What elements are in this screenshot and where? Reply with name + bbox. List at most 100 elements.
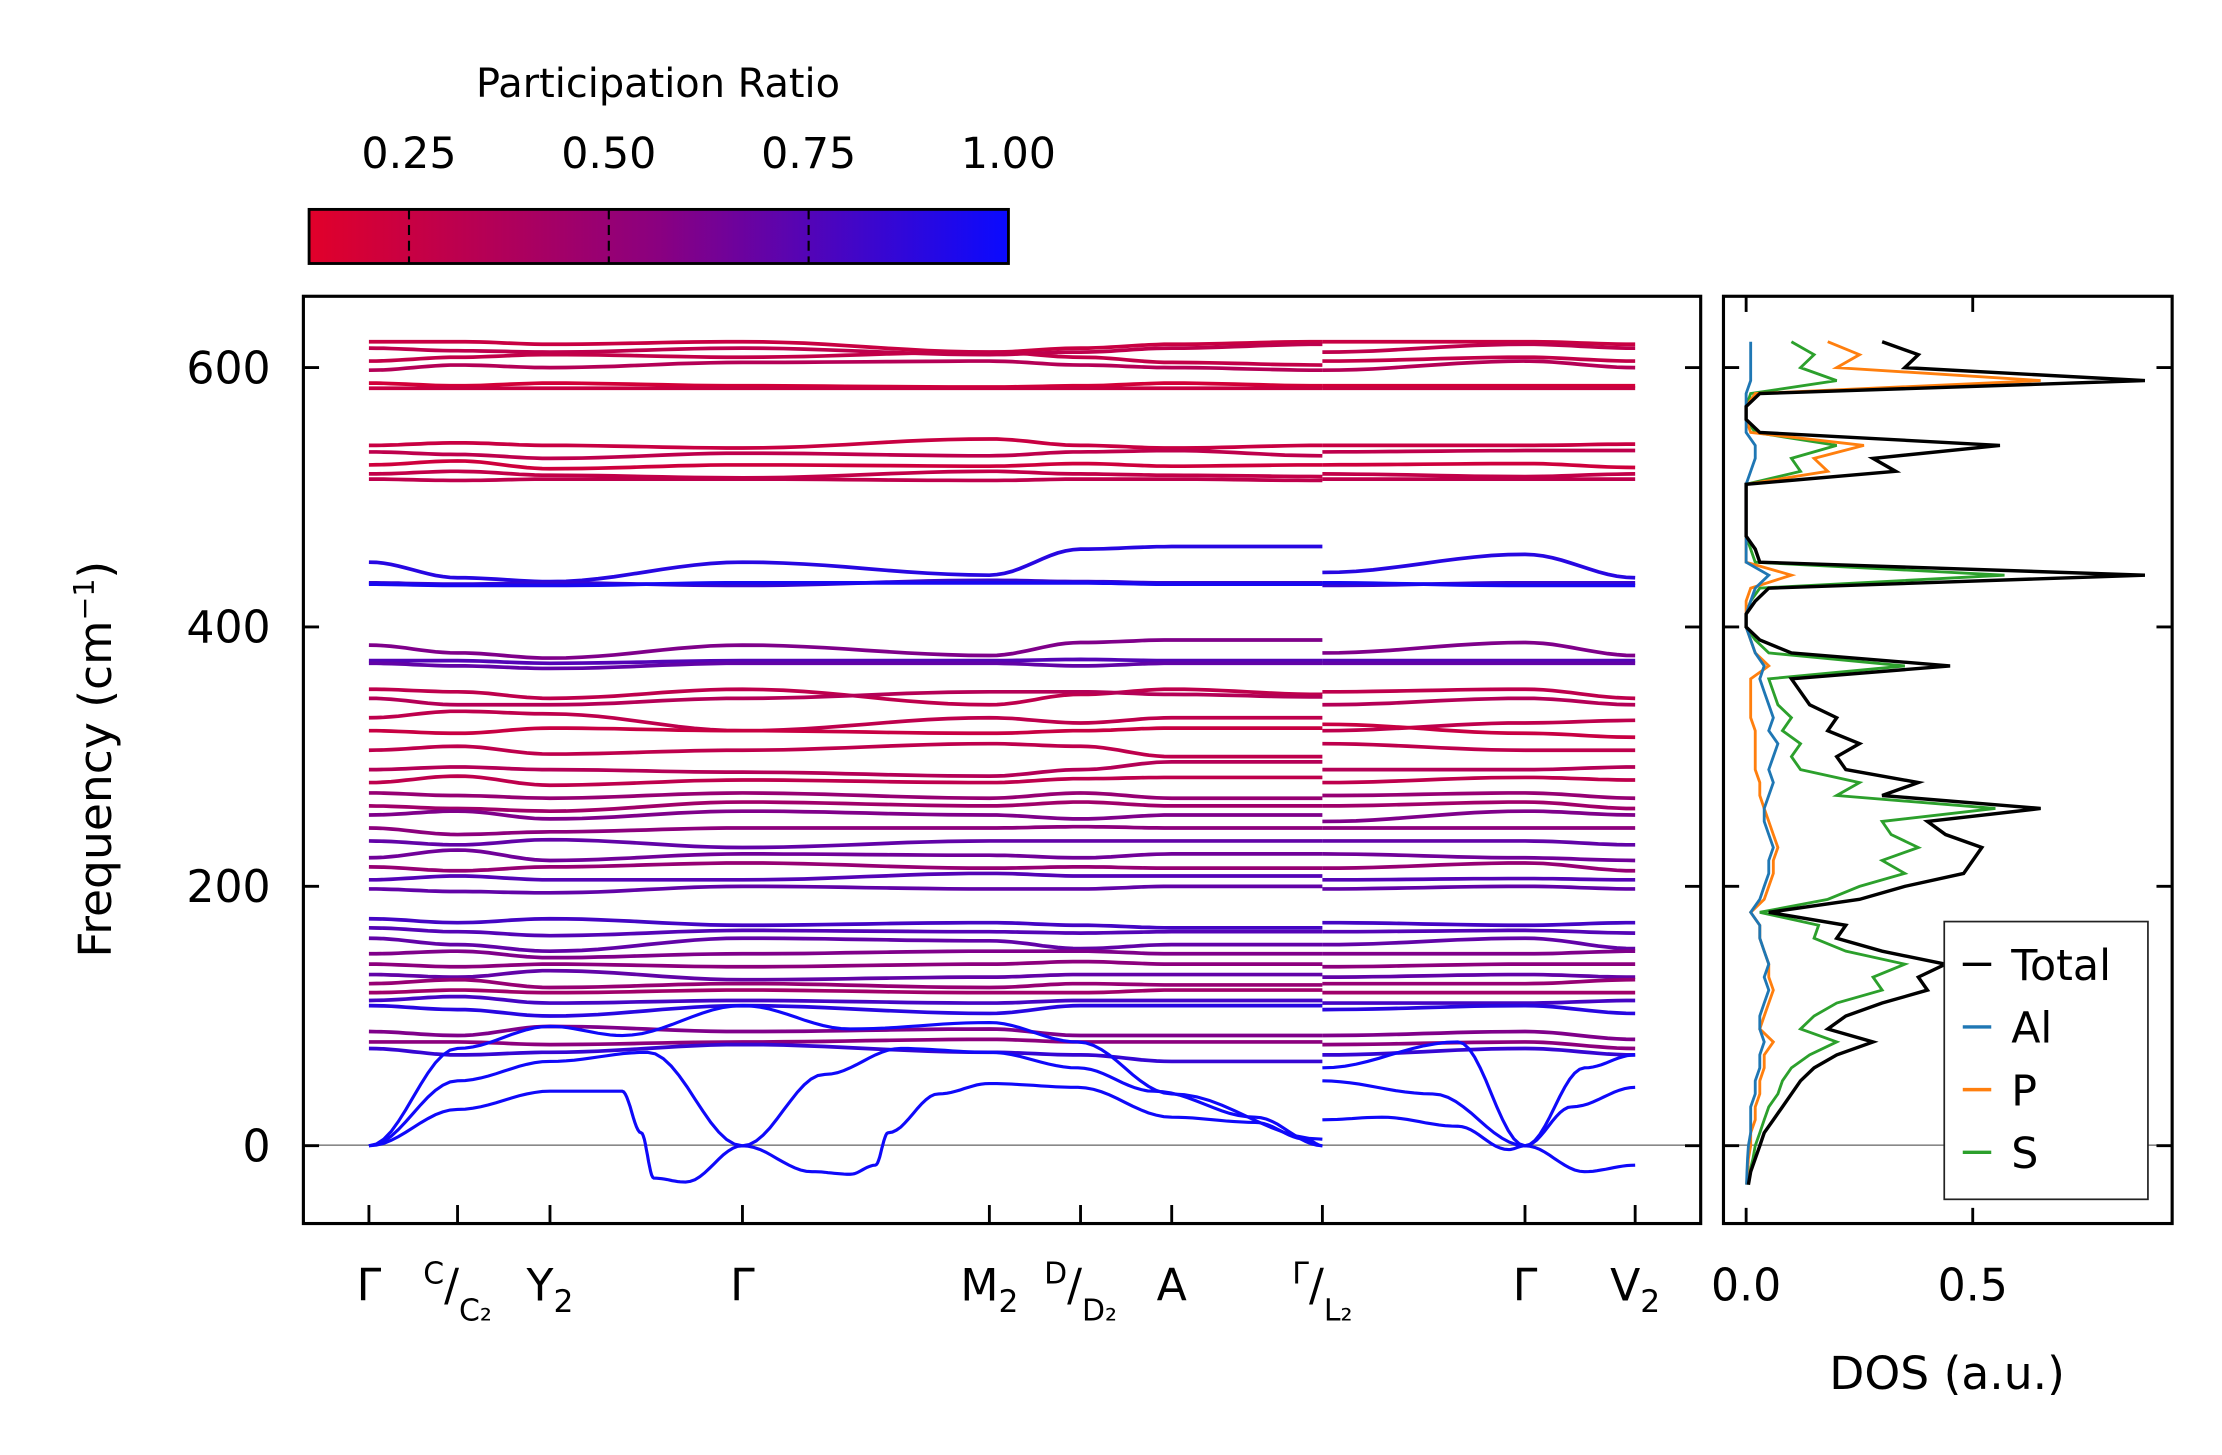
y-tick-label: 200 [186, 862, 270, 913]
colorbar: Participation Ratio 0.25 0.50 0.75 1.00 [307, 61, 1056, 265]
x-tick-label-main: Γ [1513, 1260, 1538, 1311]
phonon-band [368, 791, 1323, 801]
phonon-band [368, 809, 1323, 821]
dos-curves [1744, 340, 2146, 1185]
acoustic-band [1322, 1040, 1636, 1148]
legend-label-p: P [2011, 1066, 2037, 1116]
phonon-band [1322, 1046, 1636, 1057]
phonon-band [1322, 448, 1636, 454]
phonon-band [368, 342, 1323, 357]
phonon-band [368, 381, 1323, 389]
phonon-band [1322, 936, 1636, 951]
phonon-band [1322, 962, 1636, 969]
phonon-band [1322, 442, 1636, 448]
y-axis-label-close: ) [69, 561, 122, 579]
x-tick-label-slash: / [1067, 1260, 1082, 1311]
phonon-band [368, 1042, 1323, 1064]
x-tick-label: V2 [1610, 1260, 1660, 1319]
x-tick-label: C/C₂ [423, 1256, 492, 1328]
phonon-band [368, 581, 1323, 588]
phonon-band [368, 544, 1323, 584]
phonon-band [1322, 696, 1636, 707]
phonon-band [368, 709, 1323, 733]
dos-curve-al [1744, 341, 1780, 1185]
x-tick-label-main: Γ [730, 1260, 755, 1311]
phonon-band [1322, 687, 1636, 701]
acoustic-band [1322, 1079, 1636, 1174]
phonon-band [368, 977, 1323, 990]
dos-x-tick-label: 0.0 [1711, 1260, 1781, 1311]
colorbar-tick-label: 1.00 [961, 129, 1056, 179]
colorbar-tick-label: 0.25 [361, 129, 456, 179]
phonon-band [368, 848, 1323, 863]
phonon-band [368, 741, 1323, 759]
phonon-band [368, 871, 1323, 882]
phonon-band [1322, 718, 1636, 733]
phonon-band [1322, 920, 1636, 928]
phonon-band [1322, 1029, 1636, 1042]
y-tick-label: 0 [243, 1121, 271, 1172]
y-axis-label: Frequency (cm−1) [68, 561, 122, 958]
phonon-band [1322, 861, 1636, 873]
phonon-band [1322, 775, 1636, 785]
acoustic-band [1322, 1085, 1636, 1152]
dos-curve-total [1744, 340, 2146, 1185]
phonon-band [1322, 809, 1636, 824]
x-tick-label: M2 [960, 1260, 1018, 1319]
x-tick-label-slash: / [1309, 1260, 1324, 1311]
x-tick-label-main: Γ [357, 1260, 382, 1311]
y-axis-label-exponent: −1 [68, 579, 101, 621]
phonon-band [368, 994, 1323, 1005]
dos-axes-ticks: 0.0 0.5 [1711, 296, 2173, 1311]
x-tick-label-subscript: D₂ [1082, 1293, 1117, 1328]
x-tick-label: Γ [357, 1260, 382, 1311]
acoustic-band [368, 1004, 1323, 1148]
phonon-band [368, 760, 1323, 778]
colorbar-gradient [307, 207, 1010, 265]
phonon-band [1322, 581, 1636, 588]
phonon-band [1322, 791, 1636, 801]
phonon-band [368, 469, 1323, 480]
x-tick-label-slash: / [444, 1260, 459, 1311]
x-tick-label-superscript: C [423, 1256, 444, 1291]
phonon-band [1322, 741, 1636, 753]
band-lines [368, 339, 1636, 1184]
x-tick-label-subscript: L₂ [1324, 1293, 1353, 1328]
phonon-band [1322, 884, 1636, 891]
phonon-band [368, 689, 1323, 707]
phonon-band [368, 916, 1323, 930]
phonon-band [368, 988, 1323, 995]
legend: Total Al PS [1943, 920, 2149, 1201]
phonon-band [1322, 876, 1636, 882]
phonon-band [1322, 359, 1636, 373]
phonon-band [1322, 640, 1636, 658]
phonon-band [368, 350, 1323, 367]
phonon-band [368, 661, 1323, 671]
phonon-band [368, 774, 1323, 788]
phonon-band [368, 1003, 1323, 1018]
phonon-band [368, 726, 1323, 736]
phonon-band [1322, 800, 1636, 811]
x-tick-label-main: V [1610, 1260, 1640, 1311]
band-axes-frame [301, 294, 1703, 1226]
phonon-band [368, 477, 1323, 483]
phonon-band [1322, 552, 1636, 580]
phonon-band [1322, 852, 1636, 863]
phonon-band [1322, 1040, 1636, 1051]
phonon-band [368, 657, 1323, 666]
legend-label-al: Al [2011, 1004, 2052, 1054]
dos-axes: 0.0 0.5 DOS (a.u.) Total Al PS [1711, 294, 2174, 1400]
phonon-band [368, 359, 1323, 373]
phonon-band [368, 638, 1323, 660]
phonon-band [1322, 355, 1636, 363]
phonon-band [368, 925, 1323, 938]
phonon-band [368, 936, 1323, 954]
x-tick-label: Γ [1513, 1260, 1538, 1311]
y-tick-label: 600 [186, 343, 270, 394]
phonon-band [1322, 998, 1636, 1005]
colorbar-tick-label: 0.75 [761, 129, 856, 179]
phonon-band [368, 959, 1323, 969]
x-tick-label-subscript: C₂ [459, 1293, 492, 1328]
